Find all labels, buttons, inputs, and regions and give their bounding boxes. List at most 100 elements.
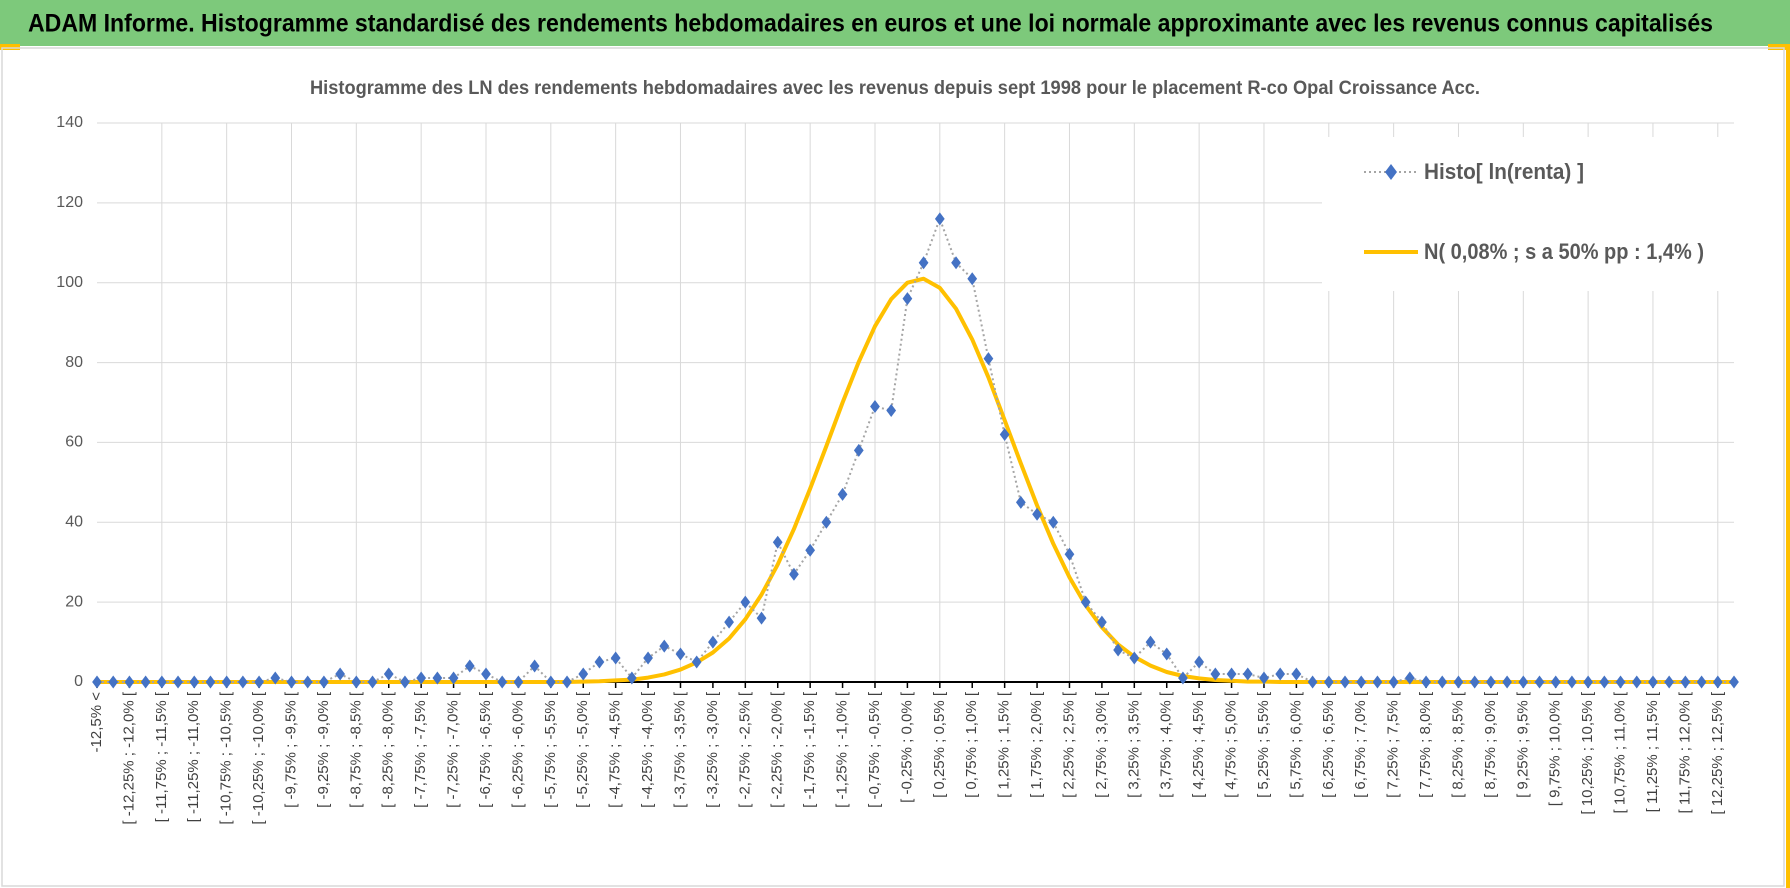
data-point: [1631, 675, 1642, 689]
data-point: [124, 675, 135, 689]
y-tick-label: 40: [65, 514, 83, 531]
data-point: [902, 292, 913, 306]
x-tick-label: [ 4,75% ; 5,0% [: [1223, 691, 1240, 798]
page-title: ADAM Informe. Histogramme standardisé de…: [28, 10, 1713, 38]
data-point: [1550, 675, 1561, 689]
data-point: [1259, 671, 1269, 685]
data-point: [1178, 671, 1188, 685]
x-tick-label: [ 10,25% ; 10,5% [: [1579, 691, 1596, 814]
data-point: [643, 651, 653, 665]
data-point: [108, 675, 119, 689]
y-tick-label: 100: [56, 274, 83, 291]
data-point: [708, 635, 718, 649]
data-point: [594, 655, 605, 669]
x-tick-label: [ -2,25% ; -2,0% [: [769, 691, 786, 808]
x-tick-label: [ -10,75% ; -10,5% [: [218, 691, 235, 824]
y-tick-label: 80: [65, 354, 83, 371]
data-point: [691, 655, 702, 669]
x-tick-label: [ 7,75% ; 8,0% [: [1417, 691, 1434, 798]
x-tick-label: [ -1,25% ; -1,0% [: [834, 691, 851, 808]
x-tick-label: [ 9,75% ; 10,0% [: [1547, 691, 1564, 806]
edge-accent: [1786, 46, 1790, 888]
x-tick-label: [ -3,75% ; -3,5% [: [671, 691, 688, 808]
x-tick-label: [ -0,25% ; 0,0% [: [898, 691, 915, 803]
data-point: [1486, 675, 1496, 689]
legend-marker: [1385, 164, 1397, 180]
x-tick-label: [ 1,75% ; 2,0% [: [1028, 691, 1045, 798]
data-point: [1015, 495, 1026, 509]
data-point: [1615, 675, 1626, 689]
data-point: [967, 272, 978, 286]
header-bar: [0, 0, 1790, 46]
data-point: [1129, 651, 1140, 665]
data-point: [772, 535, 783, 549]
x-tick-label: [ -8,25% ; -8,0% [: [380, 691, 397, 808]
data-point: [1226, 667, 1237, 681]
x-tick-label: [ 12,25% ; 12,5% [: [1709, 691, 1726, 814]
data-point: [545, 675, 556, 689]
data-point: [626, 671, 637, 685]
data-point: [1453, 675, 1464, 689]
data-point: [1696, 675, 1707, 689]
data-point: [513, 675, 524, 689]
x-tick-label: [ -9,75% ; -9,5% [: [282, 691, 299, 808]
data-point: [1097, 615, 1107, 629]
data-point: [1502, 675, 1512, 689]
data-point: [1680, 675, 1691, 689]
data-point: [189, 675, 200, 689]
y-tick-label: 0: [74, 673, 83, 690]
data-point: [1712, 675, 1723, 689]
y-tick-label: 20: [65, 593, 83, 610]
data-point: [383, 667, 394, 681]
x-tick-label: -12,5% <: [88, 692, 105, 753]
x-tick-label: [ 3,25% ; 3,5% [: [1125, 691, 1142, 798]
x-tick-label: [ 6,75% ; 7,0% [: [1352, 691, 1369, 798]
data-point: [1113, 643, 1123, 657]
data-point: [254, 675, 264, 689]
x-tick-label: [ 10,75% ; 11,0% [: [1612, 691, 1629, 813]
data-point: [1518, 675, 1529, 689]
data-point: [1567, 675, 1577, 689]
x-tick-label: [ -11,75% ; -11,5% [: [153, 691, 170, 822]
data-point: [805, 543, 816, 557]
x-tick-label: [ 0,75% ; 1,0% [: [963, 691, 980, 798]
data-point: [610, 651, 621, 665]
data-point: [270, 671, 281, 685]
data-point: [1664, 675, 1675, 689]
data-point: [1064, 547, 1075, 561]
data-point: [1599, 675, 1610, 689]
data-point: [1372, 675, 1383, 689]
data-point: [562, 675, 572, 689]
x-tick-label: [ -6,75% ; -6,5% [: [477, 691, 494, 808]
data-point: [156, 675, 167, 689]
data-point: [351, 675, 362, 689]
data-point: [448, 671, 459, 685]
data-point: [1421, 675, 1431, 689]
x-tick-label: [ -10,25% ; -10,0% [: [250, 691, 267, 824]
y-tick-label: 120: [56, 194, 83, 211]
x-tick-label: [ -5,25% ; -5,0% [: [574, 691, 591, 808]
data-point: [999, 427, 1010, 441]
x-tick-label: [ 1,25% ; 1,5% [: [996, 691, 1013, 798]
x-tick-label: [ -9,25% ; -9,0% [: [315, 691, 332, 808]
x-tick-label: [ 5,25% ; 5,5% [: [1255, 691, 1272, 798]
legend-label: Histo[ ln(renta) ]: [1424, 159, 1584, 184]
x-tick-label: [ 3,75% ; 4,0% [: [1158, 691, 1175, 798]
data-point: [1534, 675, 1545, 689]
x-tick-label: [ 7,25% ; 7,5% [: [1385, 691, 1402, 798]
data-point: [1583, 675, 1594, 689]
data-point: [724, 615, 734, 629]
x-tick-label: [ 0,25% ; 0,5% [: [931, 691, 948, 798]
x-tick-label: [ -11,25% ; -11,0% [: [185, 691, 202, 822]
x-tick-label: [ -0,75% ; -0,5% [: [866, 691, 883, 808]
data-point: [400, 675, 410, 689]
data-point: [481, 667, 491, 681]
data-point: [416, 671, 427, 685]
x-tick-label: [ 2,75% ; 3,0% [: [1093, 691, 1110, 798]
data-point: [853, 443, 864, 457]
x-tick-label: [ -3,25% ; -3,0% [: [704, 691, 721, 808]
data-point: [432, 671, 443, 685]
data-point: [335, 667, 345, 681]
x-tick-label: [ -4,75% ; -4,5% [: [607, 691, 624, 808]
